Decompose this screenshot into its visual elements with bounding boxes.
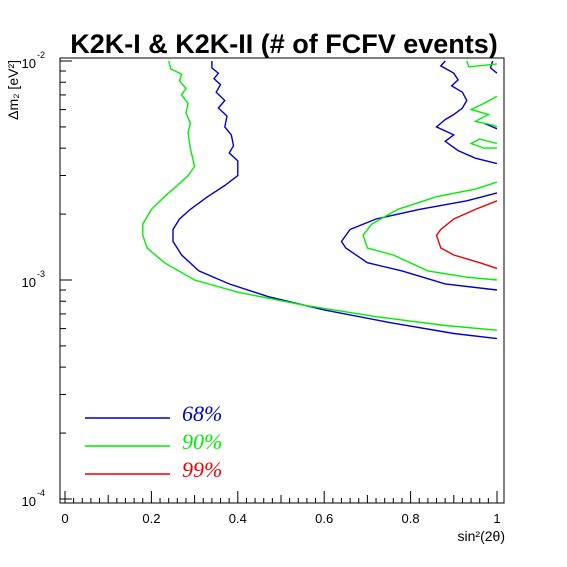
y-tick-exponent-0: -4 <box>37 488 45 498</box>
contour-90pct-segment-0 <box>142 60 498 331</box>
x-axis-label: sin²(2θ) <box>458 528 505 544</box>
legend: 68% 90% 99% <box>85 401 222 482</box>
y-tick-label-1: 10 <box>22 275 36 290</box>
contour-90pct-segment-1 <box>466 60 498 68</box>
y-tick-exponent-1: -3 <box>37 269 45 279</box>
legend-label-0: 68% <box>182 401 222 426</box>
y-tick-exponent-2: -2 <box>37 50 45 60</box>
plot-area-border <box>59 57 505 504</box>
x-tick-label-0: 0 <box>61 511 68 526</box>
contour-90pct-segment-2 <box>469 95 498 128</box>
chart-title: K2K-I & K2K-II (# of FCFV events) <box>70 29 498 59</box>
tick-labels: 0 0.2 0.4 0.6 0.8 110-410-310-2 <box>22 50 501 526</box>
x-tick-label-3: 0.6 <box>315 511 333 526</box>
y-axis-label: Δm₂ [eV²] <box>5 60 21 120</box>
x-tick-label-2: 0.4 <box>229 511 247 526</box>
legend-label-1: 90% <box>182 429 222 454</box>
x-tick-label-5: 1 <box>493 511 500 526</box>
y-tick-label-2: 10 <box>22 56 36 71</box>
plot-frame <box>59 57 505 504</box>
contour-68pct-segment-1 <box>435 60 498 165</box>
axis-ticks <box>60 60 498 503</box>
contour-68pct-segment-4 <box>340 192 498 291</box>
x-tick-label-4: 0.8 <box>402 511 420 526</box>
contour-90pct-segment-4 <box>362 181 498 281</box>
legend-label-2: 99% <box>182 457 222 482</box>
y-tick-label-0: 10 <box>22 494 36 509</box>
contour-curves <box>142 60 498 340</box>
contour-99pct-segment-0 <box>435 200 498 270</box>
x-tick-label-1: 0.2 <box>142 511 160 526</box>
contour-68pct-segment-0 <box>172 61 498 340</box>
contour-90pct-segment-3 <box>469 138 498 149</box>
contour-68pct-segment-2 <box>489 60 498 74</box>
